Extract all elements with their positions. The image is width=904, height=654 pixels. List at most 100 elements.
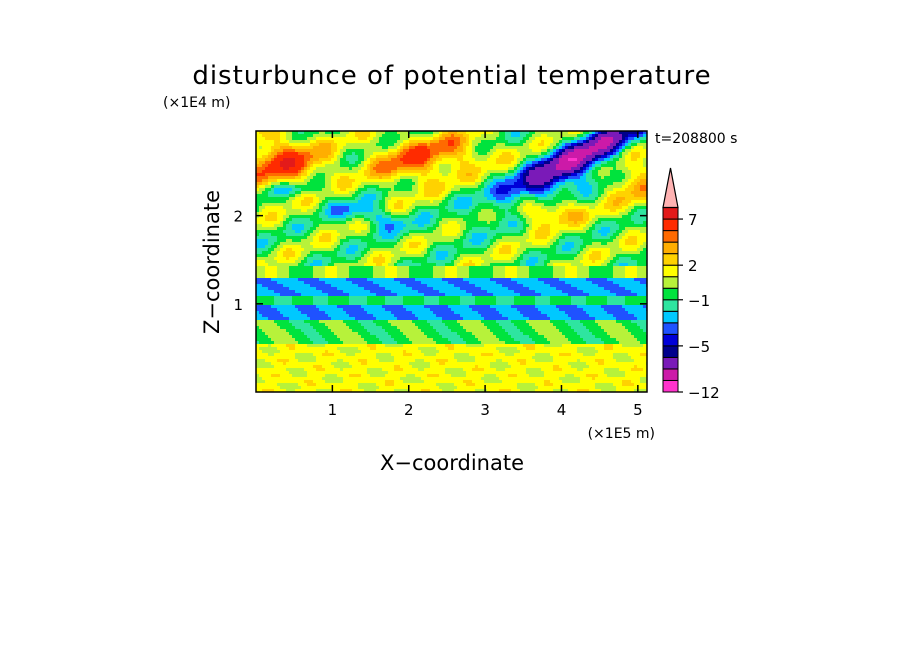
field-cell bbox=[478, 131, 482, 135]
field-cell bbox=[379, 212, 383, 216]
field-cell bbox=[445, 182, 449, 186]
field-cell bbox=[319, 203, 323, 207]
field-cell bbox=[463, 242, 467, 246]
field-cell bbox=[475, 167, 479, 171]
field-cell bbox=[517, 152, 521, 156]
field-cell bbox=[607, 173, 611, 177]
field-cell bbox=[316, 173, 320, 177]
field-cell bbox=[622, 215, 626, 219]
field-cell bbox=[547, 149, 551, 153]
field-cell bbox=[310, 233, 314, 237]
field-cell bbox=[586, 161, 590, 165]
field-cell bbox=[571, 137, 575, 141]
field-cell bbox=[457, 167, 461, 171]
field-cell bbox=[634, 140, 638, 144]
field-cell bbox=[457, 191, 461, 195]
field-cell bbox=[499, 197, 503, 201]
field-cell bbox=[625, 182, 629, 186]
field-cell bbox=[280, 197, 284, 201]
field-cell bbox=[301, 155, 305, 159]
field-cell bbox=[631, 170, 635, 174]
field-cell bbox=[277, 206, 281, 210]
field-cell bbox=[490, 203, 494, 207]
field-cell bbox=[298, 230, 302, 234]
field-cell bbox=[511, 146, 515, 150]
field-cell bbox=[454, 131, 458, 135]
field-cell bbox=[328, 203, 332, 207]
field-cell bbox=[463, 170, 467, 174]
field-cell bbox=[262, 149, 266, 153]
field-cell bbox=[397, 149, 401, 153]
field-cell bbox=[307, 134, 311, 138]
field-cell bbox=[286, 212, 290, 216]
field-cell bbox=[559, 173, 563, 177]
field-cell bbox=[475, 230, 479, 234]
field-cell bbox=[622, 185, 626, 189]
field-cell bbox=[643, 176, 647, 180]
field-cell bbox=[376, 224, 380, 228]
field-cell bbox=[625, 167, 629, 171]
field-cell bbox=[442, 233, 446, 237]
field-cell bbox=[466, 200, 470, 204]
field-cell bbox=[391, 146, 395, 150]
field-cell bbox=[322, 197, 326, 201]
field-cell bbox=[505, 215, 509, 219]
field-cell bbox=[388, 131, 392, 135]
field-cell bbox=[538, 173, 542, 177]
field-cell bbox=[421, 236, 425, 240]
field-cell bbox=[496, 167, 500, 171]
field-cell bbox=[286, 158, 290, 162]
field-cell bbox=[385, 140, 389, 144]
field-cell bbox=[526, 173, 530, 177]
field-cell bbox=[580, 152, 584, 156]
field-cell bbox=[406, 179, 410, 183]
field-cell bbox=[472, 191, 476, 195]
field-cell bbox=[562, 197, 566, 201]
field-cell bbox=[544, 191, 548, 195]
field-cell bbox=[538, 209, 542, 213]
field-cell bbox=[544, 143, 548, 147]
field-cell bbox=[427, 242, 431, 246]
field-cell bbox=[595, 197, 599, 201]
field-cell bbox=[496, 155, 500, 159]
field-cell bbox=[589, 149, 593, 153]
field-cell bbox=[328, 191, 332, 195]
field-cell bbox=[517, 134, 521, 138]
field-cell bbox=[547, 143, 551, 147]
field-cell bbox=[268, 233, 272, 237]
field-cell bbox=[394, 173, 398, 177]
field-cell bbox=[520, 188, 524, 192]
field-cell bbox=[301, 194, 305, 198]
field-cell bbox=[574, 149, 578, 153]
field-cell bbox=[643, 227, 647, 231]
field-cell bbox=[508, 131, 512, 135]
field-cell bbox=[481, 149, 485, 153]
field-cell bbox=[406, 173, 410, 177]
field-cell bbox=[460, 146, 464, 150]
field-cell bbox=[448, 170, 452, 174]
field-cell bbox=[445, 230, 449, 234]
field-cell bbox=[469, 215, 473, 219]
field-cell bbox=[559, 155, 563, 159]
field-cell bbox=[361, 137, 365, 141]
field-cell bbox=[589, 221, 593, 225]
field-cell bbox=[427, 167, 431, 171]
field-cell bbox=[274, 155, 278, 159]
field-cell bbox=[499, 242, 503, 246]
field-cell bbox=[463, 188, 467, 192]
field-cell bbox=[565, 170, 569, 174]
field-cell bbox=[553, 215, 557, 219]
field-cell bbox=[409, 200, 413, 204]
field-cell bbox=[268, 221, 272, 225]
field-cell bbox=[466, 221, 470, 225]
field-cell bbox=[529, 197, 533, 201]
field-cell bbox=[487, 158, 491, 162]
field-cell bbox=[268, 224, 272, 228]
field-cell bbox=[589, 191, 593, 195]
field-cell bbox=[343, 131, 347, 135]
field-cell bbox=[277, 167, 281, 171]
field-cell bbox=[595, 203, 599, 207]
field-cell bbox=[628, 188, 632, 192]
field-cell bbox=[403, 191, 407, 195]
field-cell bbox=[529, 227, 533, 231]
